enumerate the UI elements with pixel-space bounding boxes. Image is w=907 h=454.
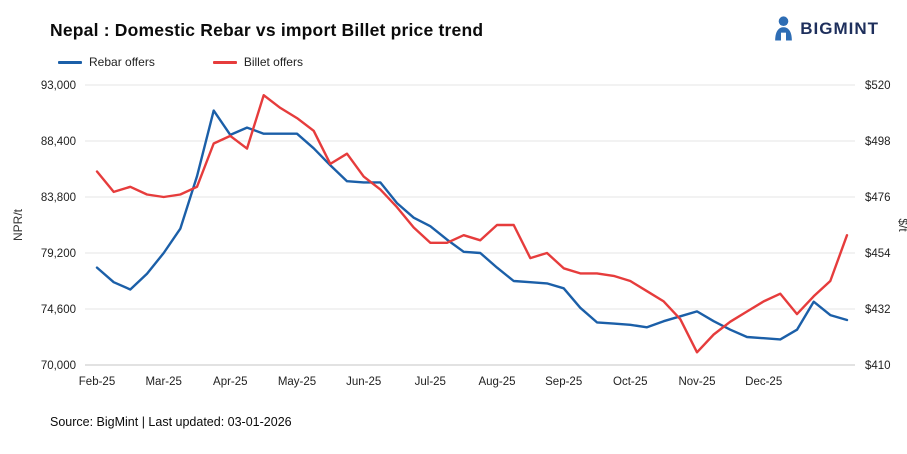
left-axis-title: NPR/t (11, 208, 25, 241)
chart-area: 70,000 74,600 79,200 83,800 88,400 93,000 $410… (0, 73, 907, 413)
x-axis-tick-label: Dec-25 (745, 376, 782, 388)
x-axis-tick-label: Nov-25 (678, 376, 715, 388)
source-note: Source: BigMint | Last updated: 03-01-20… (50, 415, 292, 429)
header: Nepal : Domestic Rebar vs import Billet … (0, 14, 907, 41)
legend: Rebar offers Billet offers (0, 53, 907, 71)
left-axis-tick-label: 79,200 (41, 248, 76, 260)
x-axis-tick-label: Aug-25 (478, 376, 515, 388)
x-axis-tick-label: Oct-25 (613, 376, 648, 388)
right-axis-title: $/t (896, 218, 907, 232)
x-axis-tick-label: Sep-25 (545, 376, 582, 388)
chart-title: Nepal : Domestic Rebar vs import Billet … (50, 20, 484, 40)
x-axis-tick-label: Feb-25 (79, 376, 115, 388)
legend-item-rebar-offers[interactable]: Rebar offers (58, 55, 155, 69)
billet-legend-swatch (212, 60, 237, 64)
rebar-offers-line (95, 109, 849, 341)
x-axis-tick-label: May-25 (278, 376, 316, 388)
legend-item-billet-offers[interactable]: Billet offers (212, 55, 303, 69)
billet-offers-line (95, 94, 849, 354)
rebar-legend-swatch (58, 60, 82, 64)
right-axis-tick-label: $432 (865, 304, 891, 316)
right-axis-tick-label: $410 (865, 360, 891, 372)
right-axis-tick-label: $520 (865, 80, 891, 92)
x-axis-tick-label: Apr-25 (213, 376, 248, 388)
left-axis-tick-label: 74,600 (41, 304, 76, 316)
right-axis-tick-label: $476 (865, 192, 891, 204)
left-axis-tick-label: 88,400 (41, 136, 76, 148)
bigmint-logo-text: BIGMINT (800, 18, 879, 38)
price-trend-chart: 70,000 74,600 79,200 83,800 88,400 93,000 $410… (11, 80, 907, 388)
bigmint-logo: BIGMINT (773, 16, 879, 41)
left-axis-tick-label: 70,000 (41, 360, 76, 372)
left-axis-tick-label: 93,000 (41, 80, 76, 92)
x-axis-tick-label: Jun-25 (346, 376, 381, 388)
right-axis-tick-label: $454 (865, 248, 891, 260)
left-axis-tick-label: 83,800 (41, 192, 76, 204)
right-axis-tick-label: $498 (865, 136, 891, 148)
billet-legend-label: Billet offers (243, 55, 303, 69)
bigmint-mark-icon (775, 16, 793, 41)
rebar-legend-label: Rebar offers (89, 55, 155, 69)
x-axis-tick-label: Mar-25 (145, 376, 181, 388)
x-axis-tick-label: Jul-25 (415, 376, 446, 388)
